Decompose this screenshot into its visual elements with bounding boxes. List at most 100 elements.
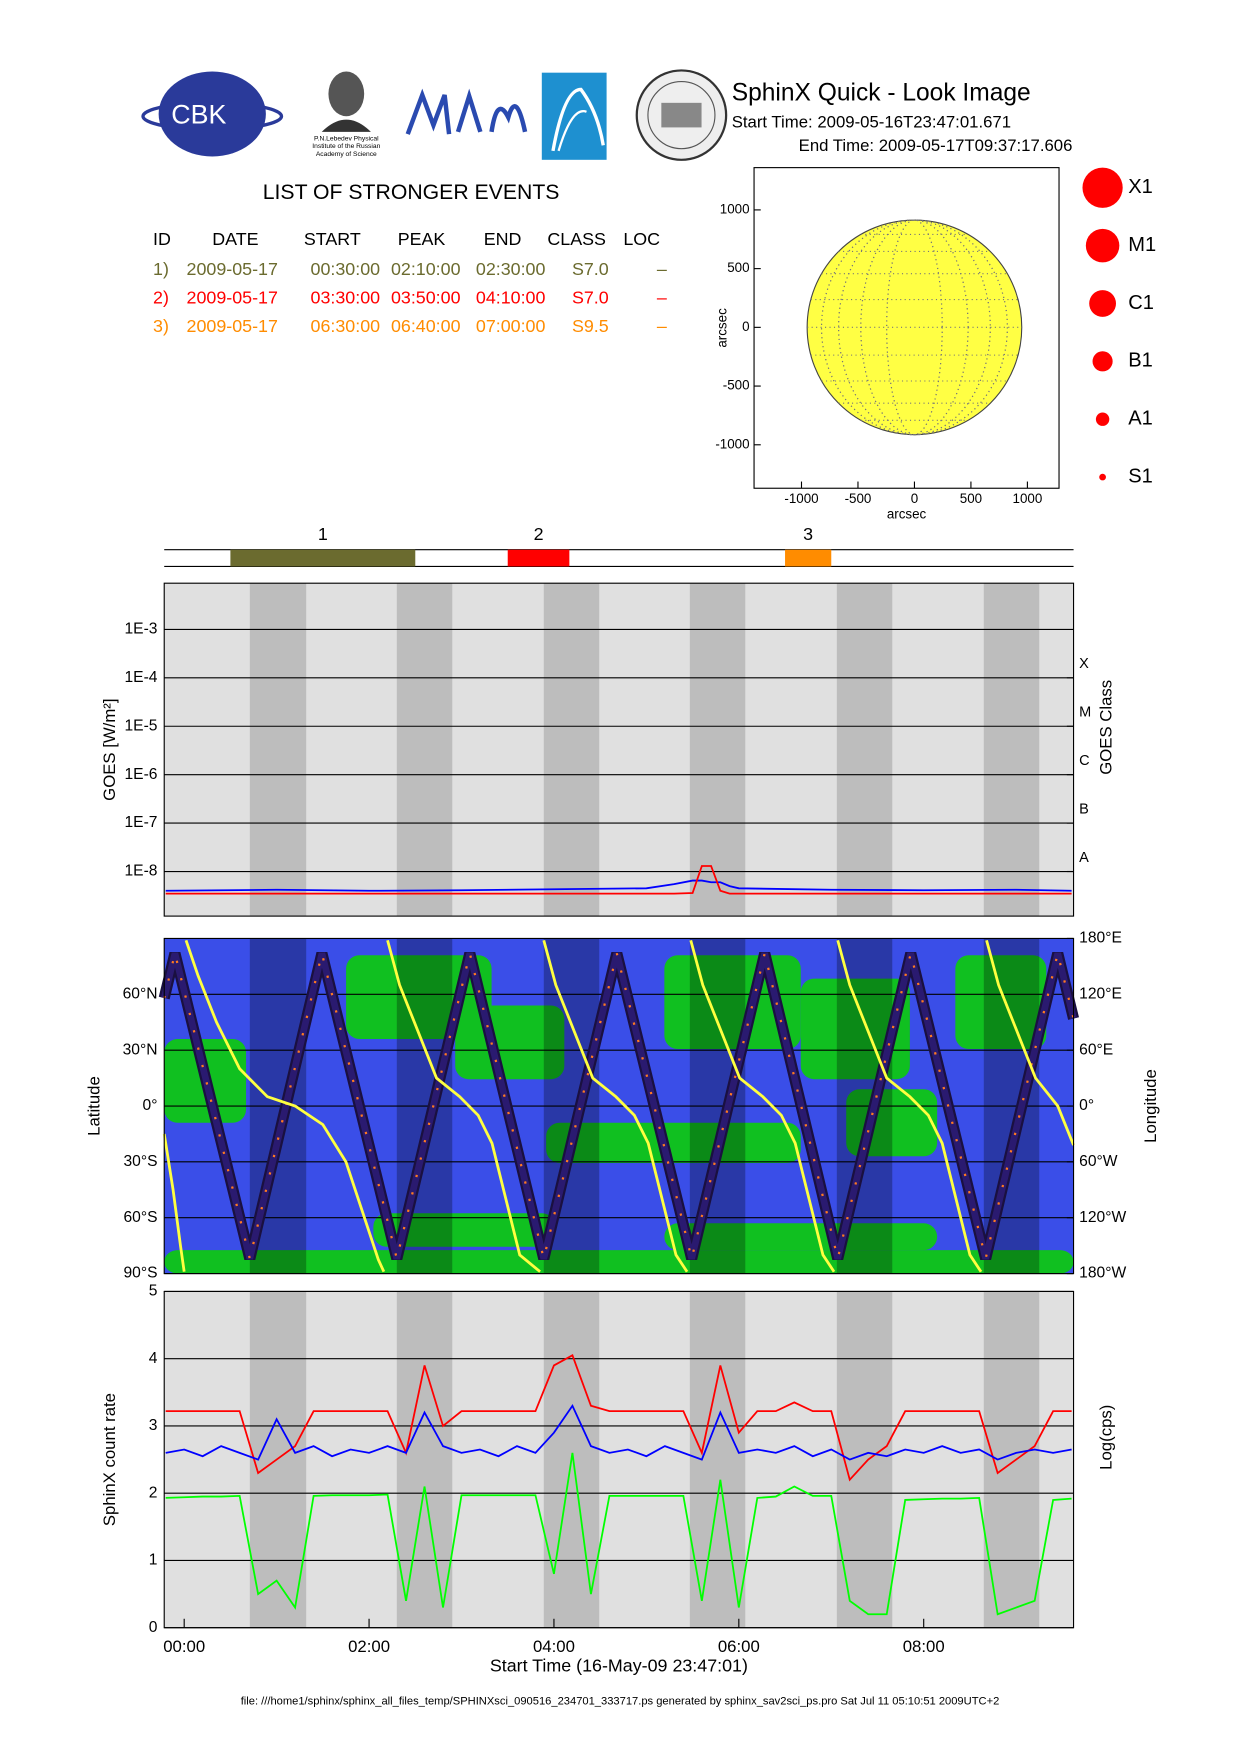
event-label: 1	[318, 524, 328, 544]
y-tick-label: 0	[149, 1619, 158, 1636]
x-tick-label: 00:00	[163, 1637, 205, 1656]
y2-tick-label: 180°W	[1079, 1265, 1126, 1282]
y-tick-label: 3	[149, 1417, 158, 1434]
table-header: PEAK	[398, 229, 446, 249]
x-tick-label: -500	[845, 491, 872, 506]
class-tick-label: C	[1079, 753, 1089, 769]
class-label: B1	[1128, 350, 1153, 372]
table-cell: –	[657, 288, 667, 308]
table-cell: 1)	[153, 259, 169, 279]
class-dot	[1099, 473, 1106, 481]
logo-mephi	[405, 88, 528, 135]
class-label: X1	[1128, 176, 1153, 198]
table-cell: 2)	[153, 288, 169, 308]
logo-text: P.N.Lebedev Physical	[314, 135, 379, 142]
y-tick-label: -1000	[715, 436, 749, 451]
night-band	[689, 1291, 746, 1628]
class-dot	[1092, 351, 1113, 372]
logo-iki	[541, 72, 607, 160]
table-header: START	[304, 229, 361, 249]
event-bar	[785, 549, 832, 567]
table-header: END	[484, 229, 522, 249]
y2-tick-label: 0°	[1079, 1097, 1094, 1114]
y-tick-label: 1E-7	[124, 814, 157, 831]
y2-axis-label: GOES Class	[1096, 680, 1115, 775]
y-tick-label: 1	[149, 1552, 158, 1569]
series-line	[165, 1452, 1072, 1616]
y-tick-label: 1E-8	[124, 863, 157, 880]
table-header: DATE	[212, 229, 258, 249]
logo-lebedev: P.N.Lebedev Physical Institute of the Ru…	[312, 71, 381, 158]
y-axis-label: Latitude	[84, 1076, 103, 1136]
x-tick-label: 04:00	[533, 1637, 575, 1656]
y2-axis-label: Log(cps)	[1096, 1405, 1115, 1470]
y-axis-label: arcsec	[714, 308, 729, 348]
class-tick-label: X	[1079, 656, 1089, 672]
class-label: S1	[1128, 465, 1153, 487]
class-dot	[1095, 412, 1110, 426]
series-line	[165, 1403, 1072, 1461]
map-land	[955, 955, 1047, 1050]
event-bar	[507, 549, 570, 567]
table-cell: 02:30:00	[476, 259, 546, 279]
y-tick-label: 60°S	[123, 1209, 157, 1226]
y-tick-label: 1000	[720, 201, 750, 216]
class-label: A1	[1128, 408, 1153, 430]
logo-seal	[635, 69, 728, 161]
plot-frame	[753, 167, 1060, 489]
y-tick-label: 500	[727, 260, 749, 275]
y-tick-label: 1E-3	[124, 621, 157, 638]
y-tick-label: 0	[742, 319, 749, 334]
night-band	[249, 583, 307, 917]
night-band	[396, 583, 453, 917]
title: SphinX Quick - Look Image	[732, 79, 1031, 106]
y-tick-label: 4	[149, 1350, 158, 1367]
longitude-line	[162, 939, 1075, 1273]
logo-text: Academy of Science	[316, 151, 377, 158]
table-cell: S9.5	[572, 316, 609, 336]
end-time: End Time: 2009-05-17T09:37:17.606	[799, 136, 1073, 155]
table-cell: –	[657, 316, 667, 336]
logo-text: Institute of the Russian	[312, 143, 380, 150]
map-land	[664, 1223, 938, 1251]
table-cell: 03:30:00	[311, 288, 381, 308]
disk-grid	[820, 219, 1008, 436]
x-tick-label: 0	[911, 491, 918, 506]
events-title: LIST OF STRONGER EVENTS	[263, 181, 560, 204]
class-dot	[1089, 290, 1116, 317]
y-tick-label: 60°N	[123, 985, 158, 1002]
plot-frame	[163, 582, 1075, 917]
x-tick-label: 06:00	[718, 1637, 760, 1656]
table-cell: 04:10:00	[476, 288, 546, 308]
class-tick-label: B	[1079, 802, 1089, 818]
event-label: 2	[534, 524, 544, 544]
event-bar	[230, 549, 416, 567]
x-axis-label: arcsec	[887, 507, 927, 522]
disk-grid	[838, 219, 991, 436]
night-band	[836, 583, 893, 917]
y-tick-label: 90°S	[123, 1265, 157, 1282]
y-tick-label: 1E-4	[124, 669, 157, 686]
y2-tick-label: 60°W	[1079, 1153, 1118, 1170]
y-axis-label: GOES [W/m²]	[100, 698, 119, 800]
y2-tick-label: 60°E	[1079, 1041, 1113, 1058]
series-line	[165, 1354, 1072, 1482]
logo-cbk: CBK	[141, 71, 284, 157]
y-tick-label: 1E-5	[124, 717, 157, 734]
plot-bg	[164, 1291, 1074, 1628]
y-tick-label: 1E-6	[124, 766, 157, 783]
class-legend: X1 M1 C1 B1 A1 S1	[1082, 167, 1156, 487]
plot-frame	[163, 937, 1075, 1275]
night-band	[836, 1291, 893, 1628]
night-band	[983, 583, 1040, 917]
table-cell: S7.0	[572, 259, 609, 279]
events-table: ID DATE START PEAK END CLASS LOC 1) 2009-05-17 00…	[153, 229, 667, 336]
class-label: M1	[1128, 234, 1156, 256]
table-cell: S7.0	[572, 288, 609, 308]
table-cell: 07:00:00	[476, 316, 546, 336]
night-band	[543, 583, 600, 917]
table-cell: 2009-05-17	[187, 316, 278, 336]
x-tick-label: 500	[960, 491, 982, 506]
table-header: ID	[153, 229, 171, 249]
